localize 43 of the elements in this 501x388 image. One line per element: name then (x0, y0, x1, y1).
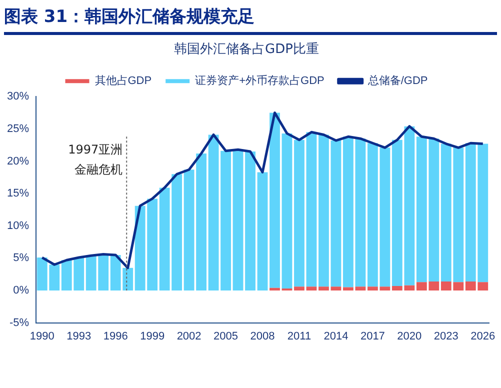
x-tick-label: 2005 (214, 330, 238, 342)
bar (330, 140, 342, 287)
x-tick-label: 2002 (176, 330, 202, 342)
x-tick-label: 2017 (360, 330, 385, 342)
x-tick-label: 2020 (397, 330, 422, 342)
y-tick-label: 5% (13, 252, 30, 264)
bar (220, 150, 231, 290)
chart-subtitle: 韩国外汇储备占GDP比重 (174, 42, 319, 58)
bar (318, 286, 329, 290)
x-tick-label: 1999 (140, 330, 165, 342)
bar (208, 134, 219, 290)
bar (306, 286, 317, 290)
y-tick-label: 20% (6, 155, 30, 168)
bar (245, 152, 256, 290)
x-tick-label: 2026 (470, 330, 496, 342)
bar (318, 134, 329, 287)
legend-label: 其他占GDP (94, 74, 152, 88)
bar (232, 150, 244, 290)
x-tick-label: 1990 (30, 330, 54, 342)
x-tick-label: 2023 (434, 330, 458, 342)
y-tick-label: 0% (13, 284, 30, 297)
bar (306, 132, 317, 287)
chart-title: 图表 31：韩国外汇储备规模充足 (4, 2, 497, 35)
x-tick-label: 2014 (324, 330, 348, 342)
legend-label: 证券资产+外币存款占GDP (195, 74, 324, 88)
x-tick-label: 2011 (287, 330, 312, 342)
y-tick-label: -5% (9, 316, 30, 329)
y-tick-label: 25% (6, 122, 30, 135)
bar (270, 288, 280, 290)
y-tick-label: 15% (6, 188, 30, 200)
bar (257, 172, 268, 290)
bar (294, 286, 304, 290)
y-tick-label: 30% (6, 90, 30, 103)
x-tick-label: 1996 (103, 330, 128, 342)
x-tick-label: 1993 (66, 330, 92, 342)
bar (270, 112, 280, 288)
bar (294, 140, 304, 287)
legend-label: 总储备/GDP (366, 74, 428, 88)
bar (282, 133, 292, 289)
ref-line-label: 1997亚洲金融危机 (68, 142, 123, 177)
y-tick-label: 10% (6, 220, 30, 232)
x-tick-label: 2008 (250, 330, 275, 342)
bar (330, 286, 342, 290)
